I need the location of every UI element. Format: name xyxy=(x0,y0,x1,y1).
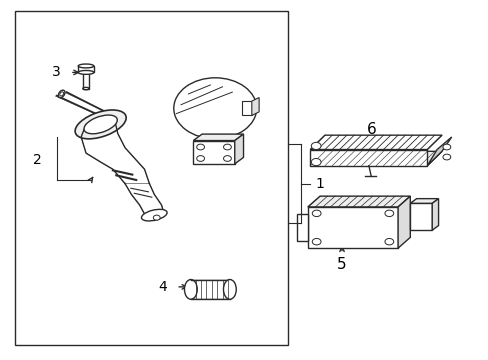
Ellipse shape xyxy=(141,210,167,221)
Circle shape xyxy=(223,156,231,161)
Polygon shape xyxy=(320,196,409,237)
Ellipse shape xyxy=(58,90,65,98)
Polygon shape xyxy=(190,279,229,299)
Circle shape xyxy=(384,210,393,217)
Polygon shape xyxy=(431,199,438,230)
Polygon shape xyxy=(81,123,149,184)
Polygon shape xyxy=(310,149,427,166)
Circle shape xyxy=(311,158,321,166)
Circle shape xyxy=(153,215,160,220)
Polygon shape xyxy=(193,134,243,140)
Ellipse shape xyxy=(82,87,89,90)
Polygon shape xyxy=(310,135,441,149)
Polygon shape xyxy=(397,196,409,248)
Ellipse shape xyxy=(184,279,197,299)
Circle shape xyxy=(196,144,204,150)
Text: 6: 6 xyxy=(366,122,375,137)
Polygon shape xyxy=(242,101,251,116)
Text: 5: 5 xyxy=(337,257,346,272)
Polygon shape xyxy=(307,196,409,207)
Text: 2: 2 xyxy=(33,153,41,167)
Circle shape xyxy=(442,154,450,160)
Circle shape xyxy=(442,144,450,150)
Polygon shape xyxy=(310,151,441,166)
Polygon shape xyxy=(297,214,307,241)
Polygon shape xyxy=(193,140,234,164)
Polygon shape xyxy=(307,207,397,248)
Polygon shape xyxy=(82,72,89,89)
Polygon shape xyxy=(125,184,163,214)
Ellipse shape xyxy=(60,92,63,96)
Polygon shape xyxy=(78,66,94,72)
Ellipse shape xyxy=(78,64,94,68)
Ellipse shape xyxy=(84,115,117,134)
Text: 3: 3 xyxy=(52,66,61,80)
Circle shape xyxy=(312,210,321,217)
Polygon shape xyxy=(427,137,451,166)
Ellipse shape xyxy=(223,279,236,299)
Circle shape xyxy=(311,142,321,149)
Polygon shape xyxy=(251,98,259,116)
Circle shape xyxy=(384,238,393,245)
Polygon shape xyxy=(55,93,106,114)
Circle shape xyxy=(196,156,204,161)
Text: 4: 4 xyxy=(159,280,167,294)
Ellipse shape xyxy=(75,110,126,139)
Ellipse shape xyxy=(78,71,94,75)
Bar xyxy=(15,12,288,345)
Circle shape xyxy=(312,238,321,245)
Circle shape xyxy=(223,144,231,150)
Text: 1: 1 xyxy=(315,177,324,190)
Polygon shape xyxy=(409,203,431,230)
Polygon shape xyxy=(409,199,438,203)
Polygon shape xyxy=(234,134,243,164)
Circle shape xyxy=(173,78,256,139)
